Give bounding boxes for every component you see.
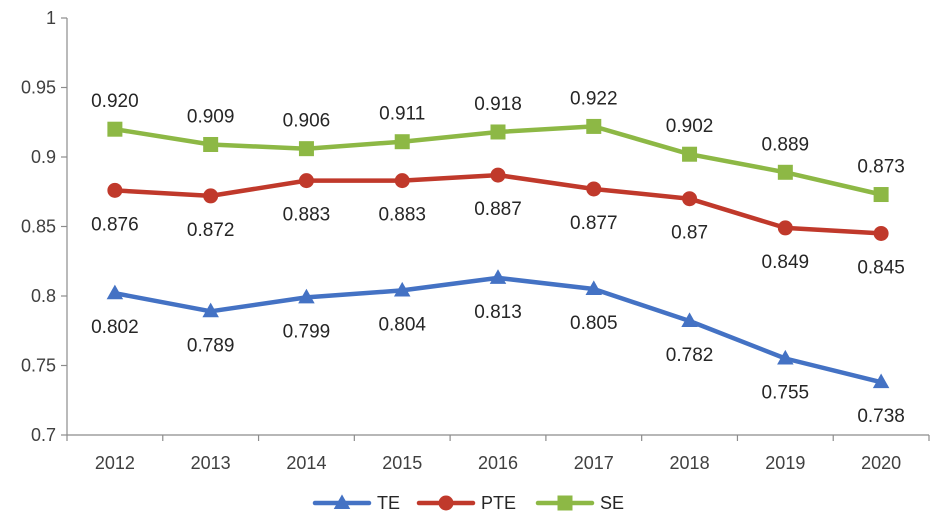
legend-label-pte: PTE (481, 493, 516, 513)
point-te (106, 284, 124, 300)
series-layer (106, 118, 890, 389)
data-label-se: 0.918 (474, 94, 522, 115)
data-label-se: 0.873 (857, 157, 905, 178)
y-tick-label: 0.95 (21, 78, 56, 98)
data-label-pte: 0.876 (91, 214, 139, 235)
point-te (585, 280, 603, 296)
point-te (777, 349, 794, 365)
data-label-te: 0.755 (762, 383, 810, 404)
data-label-te: 0.738 (857, 406, 905, 427)
data-label-te: 0.799 (283, 321, 331, 342)
point-se (873, 187, 889, 203)
y-tick-label: 0.9 (31, 147, 56, 167)
series-se (107, 118, 889, 203)
data-label-se: 0.909 (187, 106, 235, 127)
point-se (203, 136, 219, 152)
x-tick-label: 2013 (191, 453, 231, 473)
data-label-pte: 0.87 (671, 223, 708, 244)
point-te (298, 288, 315, 304)
point-se (394, 134, 410, 150)
point-te (681, 312, 698, 328)
x-tick-label: 2019 (765, 453, 805, 473)
data-label-pte: 0.877 (570, 213, 618, 234)
point-pte (682, 191, 698, 207)
x-tick-label: 2017 (574, 453, 614, 473)
point-se (107, 121, 123, 137)
x-tick-label: 2012 (95, 453, 135, 473)
legend-marker-se (557, 495, 573, 511)
legend-marker-te (333, 494, 351, 509)
point-pte (490, 167, 506, 183)
point-se (490, 124, 506, 140)
data-label-pte: 0.883 (378, 205, 426, 226)
data-label-te: 0.782 (666, 345, 714, 366)
data-label-te: 0.804 (378, 314, 426, 335)
point-pte (203, 188, 219, 204)
x-tick-label: 2015 (382, 453, 422, 473)
data-label-te: 0.789 (187, 335, 235, 356)
data-label-se: 0.920 (91, 91, 139, 112)
point-pte (394, 173, 410, 189)
series-pte (107, 167, 889, 241)
data-labels: 0.802 0.789 0.799 0.804 0.813 0.805 0.782 0.755… (91, 88, 905, 427)
y-axis-ticks: 0.7 0.75 0.8 0.85 0.9 0.95 1 (21, 8, 67, 445)
x-tick-label: 2018 (670, 453, 710, 473)
point-se (682, 146, 698, 162)
data-label-pte: 0.849 (762, 252, 810, 273)
y-tick-label: 0.8 (31, 286, 56, 306)
point-te (872, 373, 890, 389)
data-label-pte: 0.845 (857, 257, 905, 278)
point-pte (873, 225, 889, 241)
y-tick-label: 0.85 (21, 217, 56, 237)
point-te (489, 269, 507, 284)
point-pte (586, 181, 602, 197)
point-te (202, 302, 219, 318)
y-tick-label: 0.7 (31, 425, 56, 445)
series-te (106, 269, 890, 389)
x-tick-label: 2014 (286, 453, 326, 473)
data-label-pte: 0.883 (283, 205, 331, 226)
y-tick-label: 0.75 (21, 356, 56, 376)
data-label-te: 0.805 (570, 313, 618, 334)
point-se (298, 141, 314, 157)
data-label-se: 0.906 (283, 111, 331, 132)
legend-label-se: SE (600, 493, 624, 513)
point-pte (298, 173, 314, 189)
point-pte (777, 220, 793, 236)
data-label-se: 0.889 (762, 134, 810, 155)
data-label-te: 0.813 (474, 302, 522, 323)
data-label-se: 0.902 (666, 116, 714, 137)
data-label-se: 0.922 (570, 88, 618, 109)
series-line-te (112, 275, 884, 385)
data-label-pte: 0.887 (474, 199, 522, 220)
x-axis-ticks: 2012 2013 2014 2015 2016 2017 2018 2019 2020 (66, 435, 930, 473)
point-se (586, 118, 602, 134)
point-te (393, 281, 411, 297)
data-label-se: 0.911 (379, 104, 425, 125)
point-pte (107, 182, 123, 198)
data-label-te: 0.802 (91, 317, 139, 338)
data-label-pte: 0.872 (187, 220, 235, 241)
y-tick-label: 1 (46, 8, 56, 28)
point-se (777, 164, 793, 180)
x-tick-label: 2020 (861, 453, 901, 473)
legend: TE PTE SE (312, 493, 624, 513)
x-tick-label: 2016 (478, 453, 518, 473)
legend-marker-pte (438, 495, 454, 511)
legend-label-te: TE (377, 493, 400, 513)
